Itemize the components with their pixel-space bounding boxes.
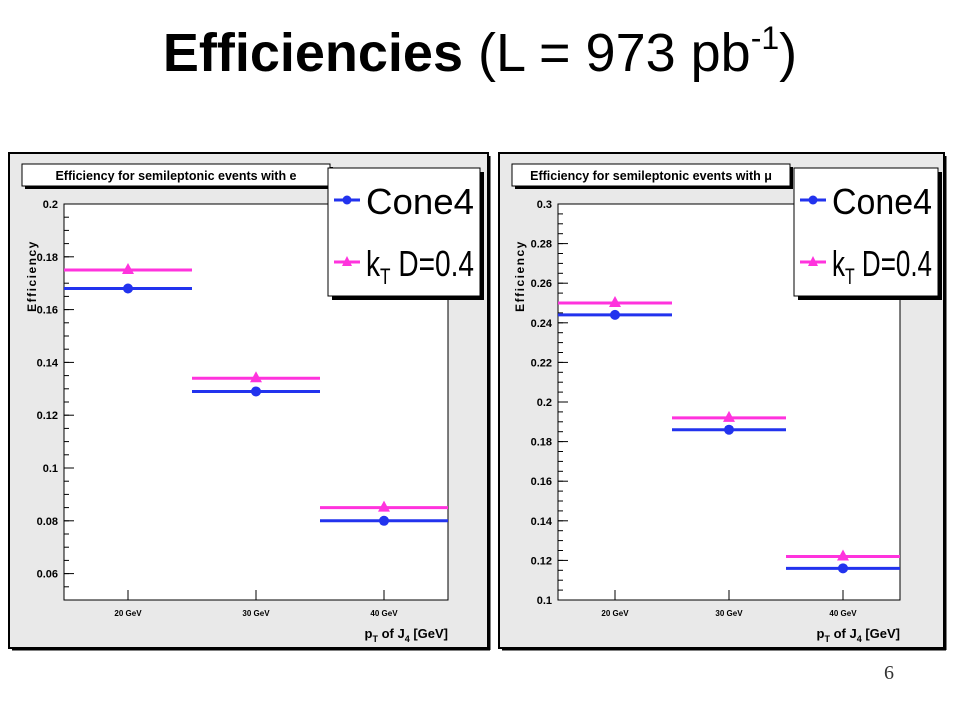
x-axis-label-p: p <box>817 626 825 641</box>
legend-label: kT D=0.4 <box>366 243 474 289</box>
y-tick-label: 0.1 <box>43 463 58 475</box>
x-axis-label-sub: T <box>824 634 830 644</box>
series-0-point <box>610 309 620 320</box>
legend-label: kT D=0.4 <box>832 243 932 289</box>
x-axis-label-end: [GeV] <box>862 626 900 641</box>
chart-title: Efficiency for semileptonic events with … <box>530 169 772 183</box>
slide-title-sup: -1 <box>750 20 780 56</box>
x-tick-label: 30 GeV <box>715 609 743 618</box>
slide-number: 6 <box>884 662 894 684</box>
x-axis-label-p: p <box>365 626 373 641</box>
x-axis-label-sub2: 4 <box>405 634 410 644</box>
y-tick-label: 0.26 <box>531 278 552 290</box>
y-tick-label: 0.1 <box>537 595 552 607</box>
legend-label-sub: T <box>380 264 390 289</box>
slide-title-close: ) <box>779 23 798 83</box>
series-1-point <box>250 371 262 383</box>
y-tick-label: 0.22 <box>531 357 552 369</box>
y-tick-label: 0.18 <box>37 252 58 264</box>
y-axis-label: Efficiency <box>513 240 527 312</box>
y-tick-label: 0.08 <box>37 516 58 528</box>
series-0-point <box>123 283 133 294</box>
y-axis-label: Efficiency <box>25 240 39 312</box>
x-axis-label-sub: T <box>372 634 378 644</box>
chart-muon: 0.1 0.12 0.14 0.16 0.18 0.2 0.22 0.24 0.26 0.28 0.… <box>498 152 947 651</box>
legend-swatch-marker <box>342 256 352 266</box>
x-tick-label: 20 GeV <box>601 609 629 618</box>
series-1-point <box>122 263 134 274</box>
y-tick-label: 0.2 <box>43 199 58 211</box>
y-tick-label: 0.2 <box>537 397 552 409</box>
legend-label-main: Cone4 <box>832 181 932 222</box>
series-0-point <box>379 515 389 526</box>
y-tick-label: 0.16 <box>37 305 58 317</box>
x-axis-label-sub2: 4 <box>857 634 862 644</box>
legend-label-rest: D=0.4 <box>855 243 932 284</box>
x-axis-label: pT of J4 [GeV] <box>365 626 449 644</box>
y-tick-label: 0.3 <box>537 199 552 211</box>
y-tick-label: 0.14 <box>531 516 553 528</box>
x-tick-label: 40 GeV <box>370 609 398 618</box>
chart-electron: 0.06 0.08 0.1 0.12 0.14 0.16 0.18 0.2 20 GeV 30 G… <box>8 152 491 651</box>
y-tick-label: 0.16 <box>531 476 552 488</box>
chart-title: Efficiency for semileptonic events with … <box>55 169 296 183</box>
legend-label-main: k <box>366 243 381 284</box>
y-tick-label: 0.24 <box>531 318 553 330</box>
series-1-point <box>378 500 390 512</box>
legend-label-main: k <box>832 243 846 284</box>
series-0-point <box>838 563 848 574</box>
series-1-point <box>723 410 735 422</box>
x-tick-label: 40 GeV <box>829 609 857 618</box>
y-tick-label: 0.12 <box>37 410 58 422</box>
legend-swatch-marker <box>808 195 818 205</box>
legend-label: Cone4 <box>366 181 474 222</box>
series-0-point <box>724 424 734 435</box>
y-tick-label: 0.14 <box>37 357 59 369</box>
x-tick-label: 30 GeV <box>242 609 270 618</box>
x-axis-label: pT of J4 [GeV] <box>817 626 901 644</box>
slide-title-bold: Efficiencies <box>162 23 463 83</box>
slide-title-rest: (L = 973 pb <box>478 23 751 83</box>
series-1-point <box>609 296 621 307</box>
legend-swatch-marker <box>808 256 818 266</box>
y-tick-label: 0.12 <box>531 555 552 567</box>
legend-label-rest: D=0.4 <box>391 243 474 284</box>
series-1-point <box>837 549 849 561</box>
x-axis-label-mid: of J <box>378 626 405 641</box>
title-box <box>511 163 791 187</box>
series-0-point <box>251 386 261 397</box>
legend <box>327 167 481 297</box>
legend-label-main: Cone4 <box>366 181 474 222</box>
x-axis-label-end: [GeV] <box>410 626 448 641</box>
legend <box>793 167 939 297</box>
y-tick-label: 0.06 <box>37 569 58 581</box>
x-axis-label-mid: of J <box>830 626 857 641</box>
y-tick-label: 0.18 <box>531 437 552 449</box>
x-tick-label: 20 GeV <box>114 609 142 618</box>
slide-title: Efficiencies (L = 973 pb-1) <box>0 22 960 84</box>
legend-label: Cone4 <box>832 181 932 222</box>
legend-swatch-marker <box>342 195 352 205</box>
legend-label-sub: T <box>845 264 855 289</box>
y-tick-label: 0.28 <box>531 239 552 251</box>
